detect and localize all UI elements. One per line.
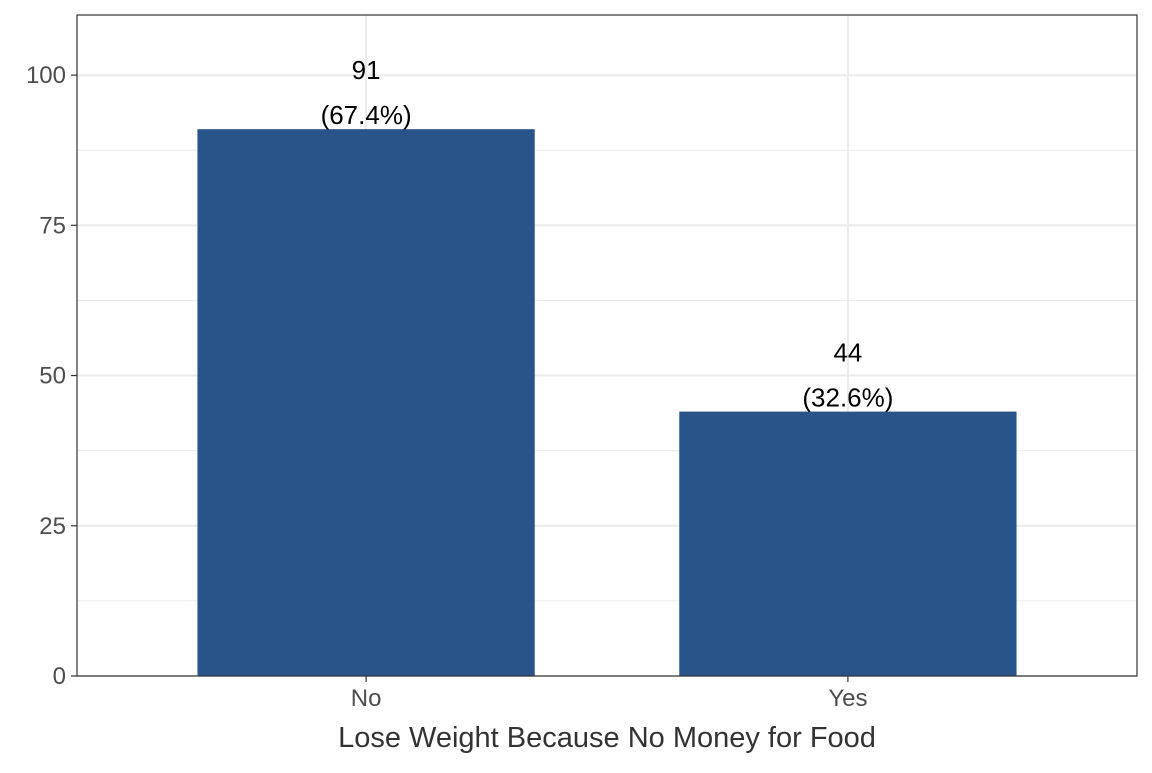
bars — [197, 129, 1017, 676]
x-tick-label: Yes — [828, 685, 867, 712]
bar-no — [197, 129, 535, 676]
y-tick-label: 25 — [39, 513, 66, 540]
plot-panel-border — [76, 14, 1138, 677]
x-axis-title: Lose Weight Because No Money for Food — [338, 722, 876, 754]
bar-count-label: 44 — [833, 338, 862, 368]
data-labels: 91 (67.4%) 44 (32.6%) — [321, 55, 894, 412]
y-axis-ticks: 0 25 50 75 100 — [26, 62, 77, 690]
bar-percent-label: (32.6%) — [802, 383, 893, 413]
y-tick-label: 50 — [39, 363, 66, 390]
x-tick-label: No — [351, 685, 382, 712]
y-tick-label: 75 — [39, 212, 66, 239]
bar-count-label: 91 — [352, 55, 381, 85]
y-tick-label: 100 — [26, 62, 66, 89]
bar-yes — [679, 411, 1017, 676]
y-tick-label: 0 — [53, 663, 66, 690]
x-axis-ticks: No Yes — [351, 676, 867, 712]
bar-percent-label: (67.4%) — [321, 100, 412, 130]
